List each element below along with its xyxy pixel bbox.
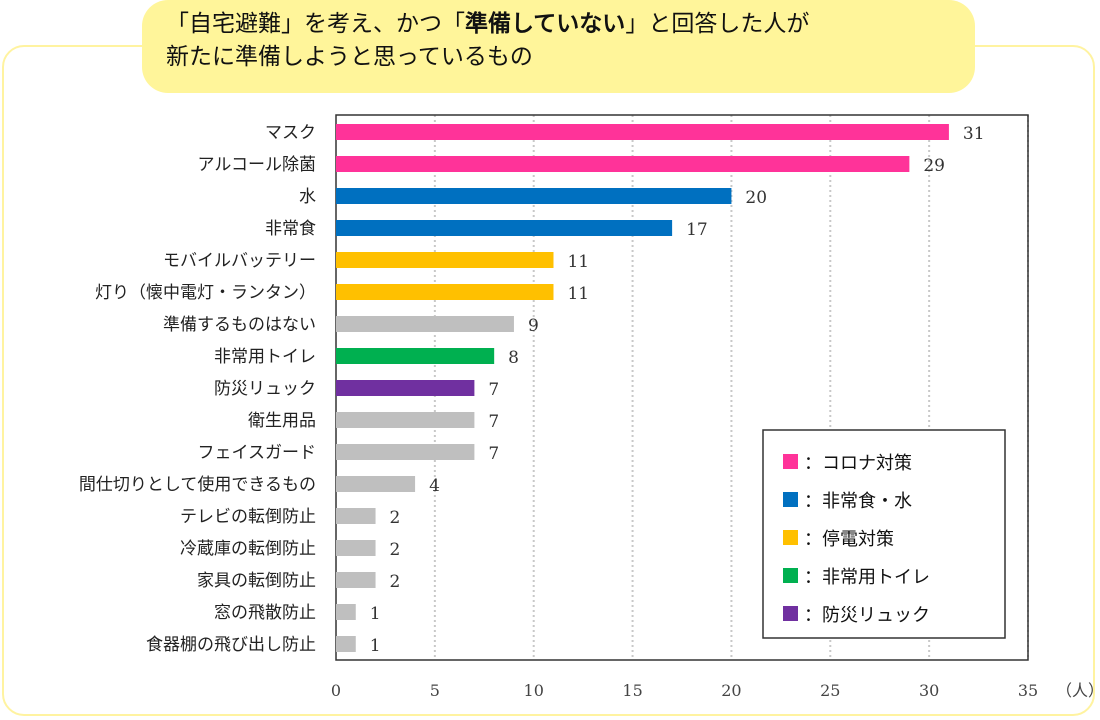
category-label: 食器棚の飛び出し防止 [146, 635, 316, 655]
data-label: 20 [745, 188, 767, 208]
data-label: 2 [390, 508, 401, 528]
legend-swatch [783, 454, 798, 469]
category-label: フェイスガード [198, 443, 317, 463]
bar [336, 508, 376, 524]
category-label: 窓の飛散防止 [214, 603, 316, 623]
category-label: 冷蔵庫の転倒防止 [180, 539, 316, 559]
category-label: 灯り（懐中電灯・ランタン） [95, 283, 316, 303]
bar [336, 220, 673, 236]
legend-swatch [783, 606, 798, 621]
category-label: 水 [299, 187, 316, 207]
bar [336, 604, 356, 620]
title-line-1: 「自宅避難」を考え、かつ「準備していない」と回答した人が [166, 11, 810, 37]
legend-swatch [783, 492, 798, 507]
category-label: 非常用トイレ [214, 347, 316, 367]
x-tick-label: 20 [721, 681, 741, 700]
bar [336, 252, 554, 268]
bar [336, 444, 475, 460]
bar [336, 316, 514, 332]
data-label: 9 [528, 316, 539, 336]
category-label: テレビの転倒防止 [180, 507, 316, 527]
data-label: 31 [963, 124, 985, 144]
legend-label: ：非常用トイレ [804, 567, 930, 588]
bar [336, 476, 416, 492]
category-label: アルコール除菌 [198, 155, 317, 175]
x-tick-label: 10 [524, 681, 544, 700]
category-label: 防災リュック [214, 379, 316, 399]
legend-label: ：停電対策 [804, 529, 894, 550]
data-label: 11 [567, 252, 589, 272]
bar [336, 380, 475, 396]
data-label: 1 [370, 636, 381, 656]
category-label: 準備するものはない [163, 315, 316, 335]
legend-label: ：防災リュック [804, 605, 930, 626]
bar [336, 636, 356, 652]
category-label: 非常食 [265, 219, 316, 239]
x-tick-label: 30 [919, 681, 939, 700]
x-unit-label: （人） [1056, 681, 1100, 700]
data-label: 1 [370, 604, 381, 624]
legend-label: ：非常食・水 [804, 491, 912, 512]
data-label: 29 [923, 156, 945, 176]
x-tick-label: 5 [430, 681, 440, 700]
bar [336, 540, 376, 556]
bar [336, 572, 376, 588]
bar [336, 156, 910, 172]
x-tick-label: 35 [1018, 681, 1038, 700]
category-label: マスク [265, 123, 316, 143]
bar [336, 188, 732, 204]
chart-title: 「自宅避難」を考え、かつ「準備していない」と回答した人が 新たに準備しようと思っ… [142, 0, 975, 93]
x-tick-label: 25 [820, 681, 840, 700]
x-tick-label: 15 [622, 681, 642, 700]
legend-label: ：コロナ対策 [804, 453, 912, 474]
data-label: 2 [390, 572, 401, 592]
data-label: 7 [488, 412, 499, 432]
legend-swatch [783, 568, 798, 583]
category-label: 家具の転倒防止 [197, 571, 316, 591]
bar [336, 412, 475, 428]
data-label: 7 [488, 380, 499, 400]
category-label: 間仕切りとして使用できるもの [79, 474, 316, 495]
data-label: 4 [429, 476, 440, 496]
legend-box [762, 429, 1006, 639]
data-label: 2 [390, 540, 401, 560]
category-label: 衛生用品 [248, 411, 316, 431]
title-line-2: 新たに準備しようと思っているもの [166, 44, 533, 70]
legend-swatch [783, 530, 798, 545]
data-label: 17 [686, 220, 708, 240]
category-label: モバイルバッテリー [163, 251, 316, 271]
bar [336, 284, 554, 300]
data-label: 7 [488, 444, 499, 464]
x-tick-label: 0 [331, 681, 341, 700]
bar [336, 348, 495, 364]
bar [336, 124, 949, 140]
data-label: 8 [508, 348, 519, 368]
data-label: 11 [567, 284, 589, 304]
